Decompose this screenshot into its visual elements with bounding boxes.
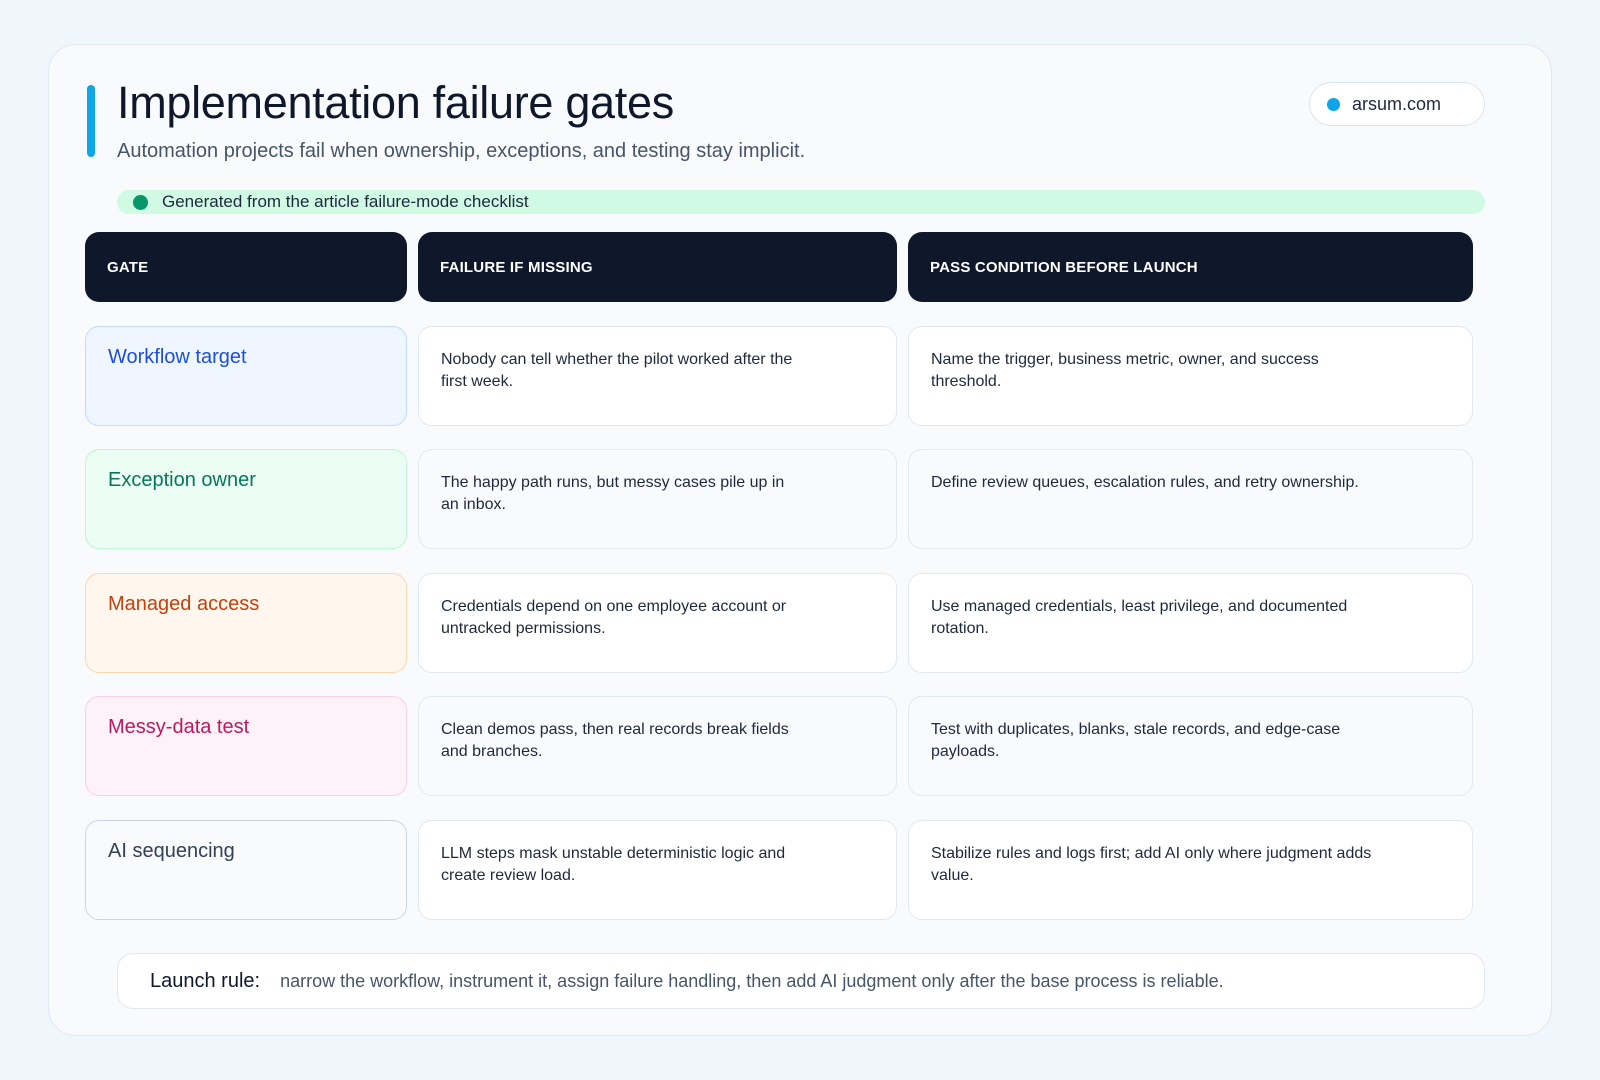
title-accent-bar [87,85,95,157]
pass-condition-cell: Stabilize rules and logs first; add AI o… [908,820,1473,920]
gate-cell-messy-data-test: Messy-data test [85,696,407,796]
failure-gates-card: Implementation failure gates Automation … [48,44,1552,1036]
page-subtitle: Automation projects fail when ownership,… [117,140,806,162]
failure-cell: The happy path runs, but messy cases pil… [418,449,897,549]
launch-rule-text: narrow the workflow, instrument it, assi… [280,970,1224,991]
column-header-pass-condition: PASS CONDITION BEFORE LAUNCH [908,232,1473,302]
launch-rule-label: Launch rule: [150,969,261,992]
gate-cell-workflow-target: Workflow target [85,326,407,426]
gate-cell-ai-sequencing: AI sequencing [85,820,407,920]
pass-condition-cell: Test with duplicates, blanks, stale reco… [908,696,1473,796]
gate-cell-exception-owner: Exception owner [85,449,407,549]
failure-cell: Credentials depend on one employee accou… [418,573,897,673]
source-note-text: Generated from the article failure-mode … [162,192,529,211]
failure-cell: Nobody can tell whether the pilot worked… [418,326,897,426]
pass-condition-cell: Use managed credentials, least privilege… [908,573,1473,673]
launch-rule-callout: Launch rule: narrow the workflow, instru… [117,953,1485,1009]
status-dot-icon [133,194,148,210]
pass-condition-cell: Define review queues, escalation rules, … [908,449,1473,549]
domain-badge[interactable]: arsum.com [1309,82,1485,126]
column-header-gate: GATE [85,232,407,302]
failure-cell: LLM steps mask unstable deterministic lo… [418,820,897,920]
domain-label: arsum.com [1352,93,1442,114]
failure-cell: Clean demos pass, then real records brea… [418,696,897,796]
page-title: Implementation failure gates [117,77,674,128]
column-header-failure: FAILURE IF MISSING [418,232,897,302]
gate-cell-managed-access: Managed access [85,573,407,673]
source-note-banner: Generated from the article failure-mode … [117,190,1485,214]
pass-condition-cell: Name the trigger, business metric, owner… [908,326,1473,426]
domain-dot-icon [1327,97,1340,111]
